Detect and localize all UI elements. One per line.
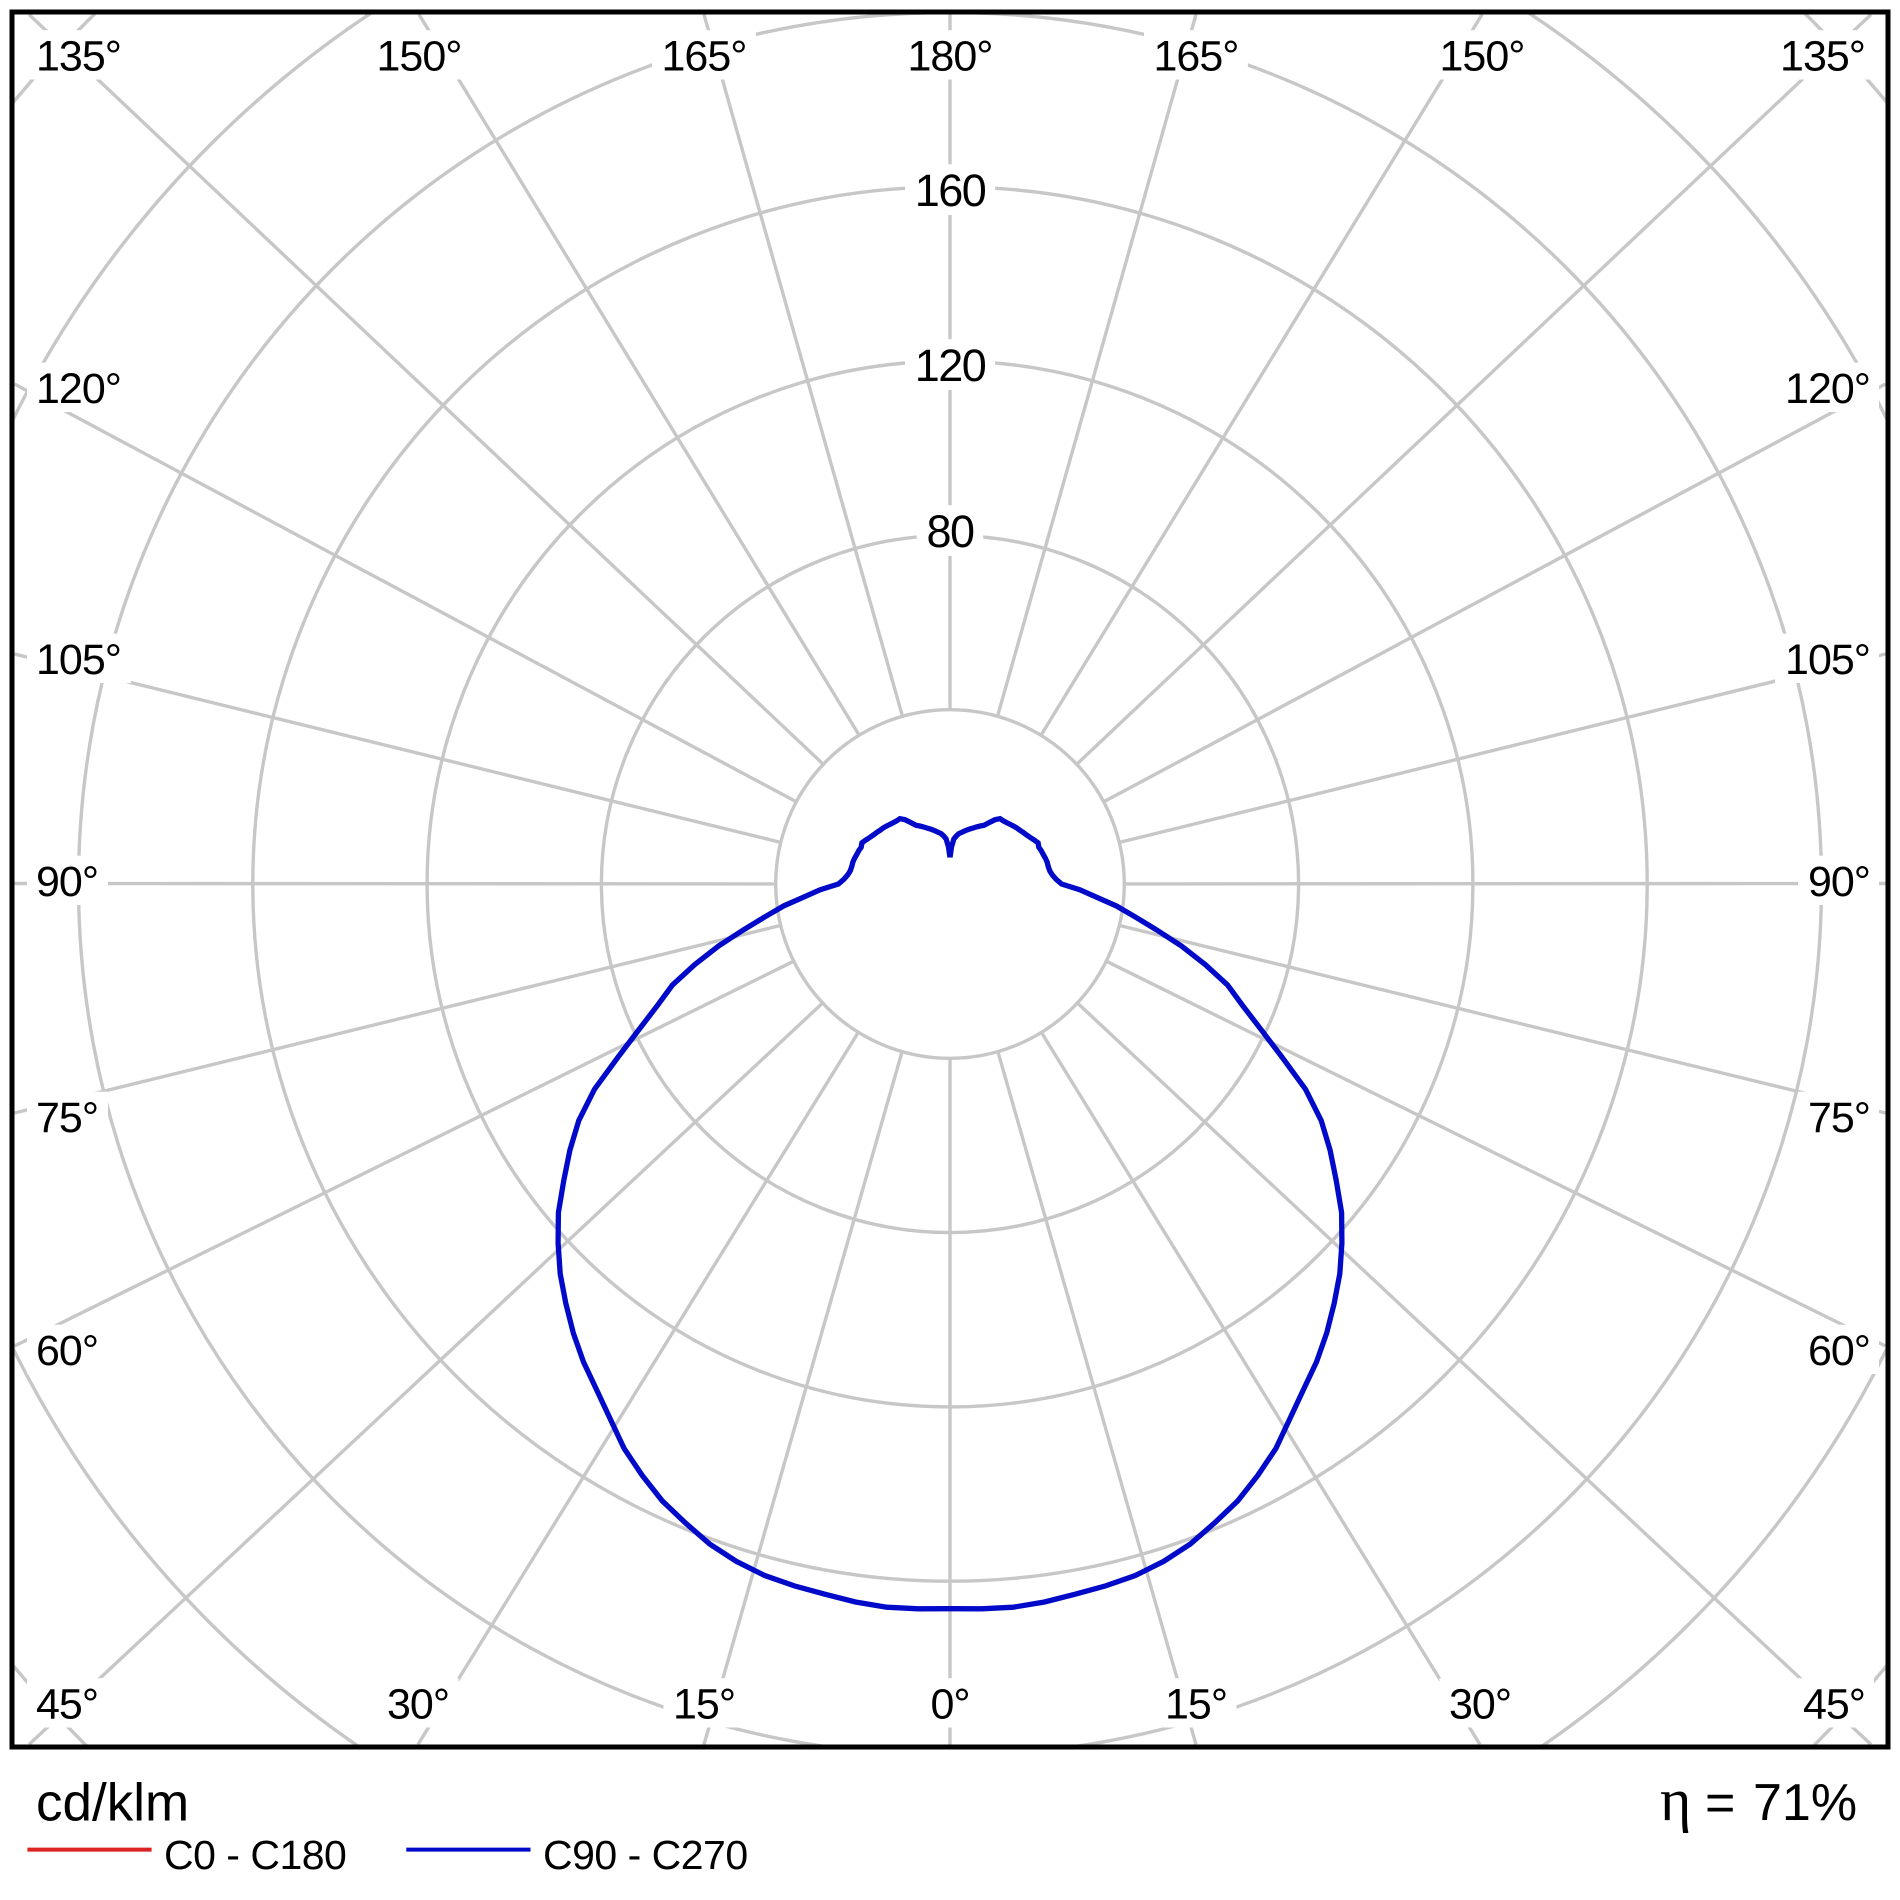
svg-text:150°: 150°	[1440, 33, 1525, 81]
svg-text:150°: 150°	[377, 33, 462, 81]
svg-text:180°: 180°	[908, 33, 993, 81]
svg-text:165°: 165°	[662, 33, 747, 81]
svg-text:30°: 30°	[1449, 1681, 1511, 1729]
svg-text:80: 80	[926, 506, 974, 557]
svg-text:71%: 71%	[1753, 1774, 1857, 1832]
svg-text:105°: 105°	[1785, 636, 1870, 684]
svg-text:120°: 120°	[36, 365, 121, 413]
svg-text:C0 - C180: C0 - C180	[164, 1832, 346, 1878]
svg-text:=: =	[1705, 1774, 1735, 1832]
svg-text:15°: 15°	[673, 1681, 735, 1729]
svg-text:45°: 45°	[36, 1681, 98, 1729]
svg-text:45°: 45°	[1803, 1681, 1865, 1729]
svg-text:75°: 75°	[1808, 1094, 1870, 1142]
svg-text:105°: 105°	[36, 636, 121, 684]
svg-text:0°: 0°	[930, 1681, 969, 1729]
svg-text:C90 - C270: C90 - C270	[543, 1832, 748, 1878]
svg-text:90°: 90°	[1808, 858, 1870, 906]
svg-text:160: 160	[915, 165, 986, 216]
svg-text:135°: 135°	[36, 33, 121, 81]
svg-text:120: 120	[915, 340, 986, 391]
svg-text:60°: 60°	[1808, 1327, 1870, 1375]
svg-text:η: η	[1660, 1767, 1691, 1833]
svg-text:cd/klm: cd/klm	[36, 1774, 189, 1833]
svg-text:75°: 75°	[36, 1094, 98, 1142]
svg-text:60°: 60°	[36, 1327, 98, 1375]
svg-text:15°: 15°	[1165, 1681, 1227, 1729]
svg-text:120°: 120°	[1785, 365, 1870, 413]
svg-text:165°: 165°	[1154, 33, 1239, 81]
svg-text:90°: 90°	[36, 858, 98, 906]
svg-text:30°: 30°	[387, 1681, 449, 1729]
svg-text:135°: 135°	[1780, 33, 1865, 81]
